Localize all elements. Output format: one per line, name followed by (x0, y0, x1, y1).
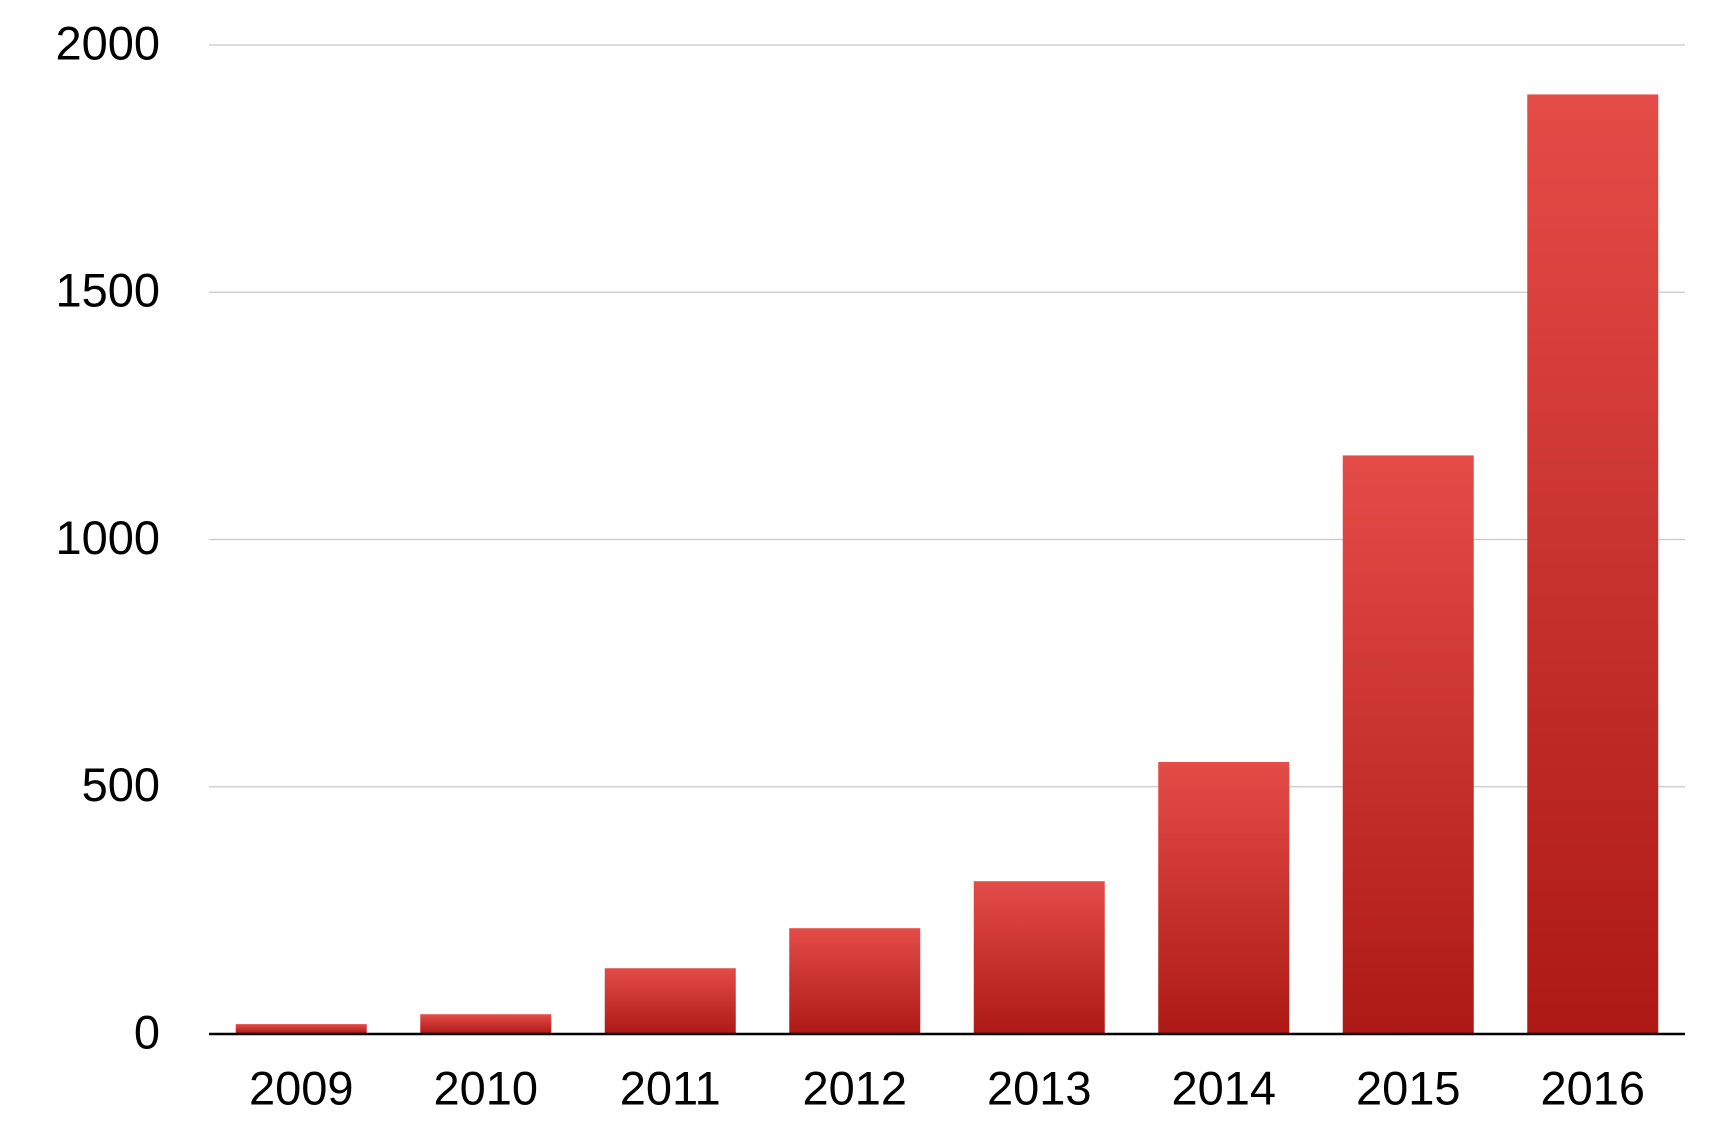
bar (1342, 455, 1474, 1034)
x-tick-label: 2014 (1171, 1061, 1276, 1114)
x-tick-label: 2010 (433, 1061, 538, 1114)
y-tick-label: 2000 (55, 16, 160, 69)
bar (235, 1024, 367, 1034)
y-tick-label: 0 (134, 1005, 160, 1058)
x-tick-label: 2013 (987, 1061, 1092, 1114)
x-tick-label: 2009 (249, 1061, 354, 1114)
bar (973, 881, 1105, 1034)
y-tick-label: 1500 (55, 264, 160, 317)
x-tick-label: 2015 (1356, 1061, 1461, 1114)
bar (1158, 762, 1290, 1034)
bar (420, 1014, 552, 1034)
bar (789, 928, 921, 1034)
bar (1527, 94, 1659, 1034)
bar (604, 968, 736, 1034)
y-tick-label: 1000 (55, 511, 160, 564)
x-tick-label: 2011 (620, 1061, 721, 1114)
y-tick-label: 500 (82, 758, 160, 811)
x-tick-label: 2012 (802, 1061, 907, 1114)
x-tick-label: 2016 (1540, 1061, 1645, 1114)
